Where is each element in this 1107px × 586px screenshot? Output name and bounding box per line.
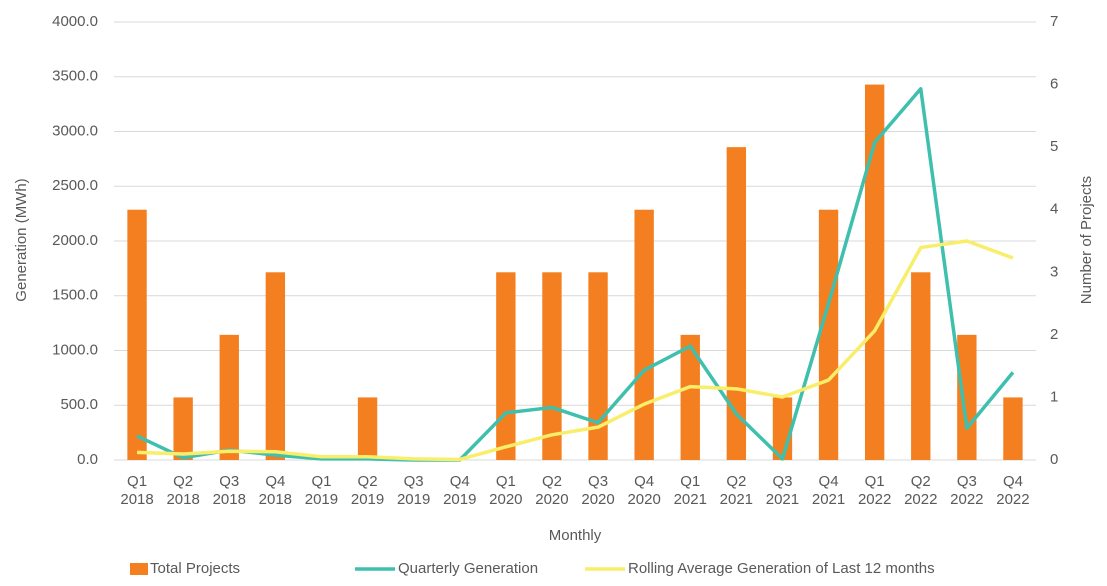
bar: [957, 334, 977, 460]
bar: [542, 272, 562, 460]
x-tick-label: Q4 2020: [627, 473, 660, 508]
bar: [219, 334, 239, 460]
y2-tick-label: 5: [1050, 138, 1058, 155]
bar: [265, 272, 286, 460]
y2-tick-label: 4: [1050, 201, 1058, 218]
line: [136, 239, 1014, 462]
x-tick-label: Q1 2019: [305, 473, 338, 508]
x-tick-label: Q1 2018: [120, 473, 153, 508]
y-tick-label: 3500.0: [52, 68, 98, 85]
x-tick-label: Q4 2019: [443, 473, 476, 508]
bar: [680, 334, 700, 460]
x-tick-label: Q1 2021: [674, 473, 707, 508]
x-tick-label: Q3 2021: [766, 473, 799, 508]
bar: [357, 397, 378, 460]
x-tick-label: Q4 2018: [259, 473, 292, 508]
legend-label: Quarterly Generation: [398, 560, 538, 577]
y-tick-label: 4000.0: [52, 13, 98, 30]
y-tick-label: 3000.0: [52, 122, 98, 139]
y2-tick-label: 2: [1050, 326, 1058, 343]
x-tick-label: Q1 2020: [489, 473, 522, 508]
x-tick-label: Q2 2022: [904, 473, 937, 508]
y2-tick-label: 1: [1050, 388, 1058, 405]
y-tick-label: 1000.0: [52, 341, 98, 358]
x-tick-label: Q3 2018: [213, 473, 246, 508]
bar: [818, 209, 839, 460]
y-axis-label: Generation (MWh): [13, 178, 30, 301]
bar: [173, 397, 193, 460]
legend-swatch: [130, 563, 148, 575]
y2-tick-label: 7: [1050, 13, 1058, 30]
x-tick-label: Q2 2018: [166, 473, 199, 508]
y-tick-label: 1500.0: [52, 287, 98, 304]
y2-tick-label: 6: [1050, 76, 1058, 93]
legend-label: Total Projects: [150, 560, 240, 577]
legend-label: Rolling Average Generation of Last 12 mo…: [628, 560, 935, 577]
y-tick-label: 0.0: [77, 451, 98, 468]
x-tick-label: Q4 2022: [996, 473, 1029, 508]
bar: [127, 209, 147, 460]
x-tick-label: Q2 2019: [351, 473, 384, 508]
y-tick-label: 2500.0: [52, 177, 98, 194]
y-tick-label: 500.0: [60, 396, 98, 413]
bar: [911, 272, 931, 460]
bar: [1003, 397, 1023, 460]
bar: [588, 272, 608, 460]
line: [136, 87, 1015, 462]
bar: [496, 272, 516, 460]
x-tick-label: Q4 2021: [812, 473, 845, 508]
y2-tick-label: 3: [1050, 263, 1058, 280]
y2-tick-label: 0: [1050, 451, 1058, 468]
x-tick-label: Q1 2022: [858, 473, 891, 508]
x-axis-label: Monthly: [549, 527, 602, 544]
x-tick-label: Q3 2022: [950, 473, 983, 508]
x-tick-label: Q3 2019: [397, 473, 430, 508]
bar: [726, 147, 747, 460]
bar: [634, 209, 654, 460]
y2-axis-label: Number of Projects: [1078, 176, 1095, 304]
x-tick-label: Q2 2020: [535, 473, 568, 508]
bar: [864, 84, 885, 461]
x-tick-label: Q3 2020: [581, 473, 614, 508]
y-tick-label: 2000.0: [52, 232, 98, 249]
x-tick-label: Q2 2021: [720, 473, 753, 508]
